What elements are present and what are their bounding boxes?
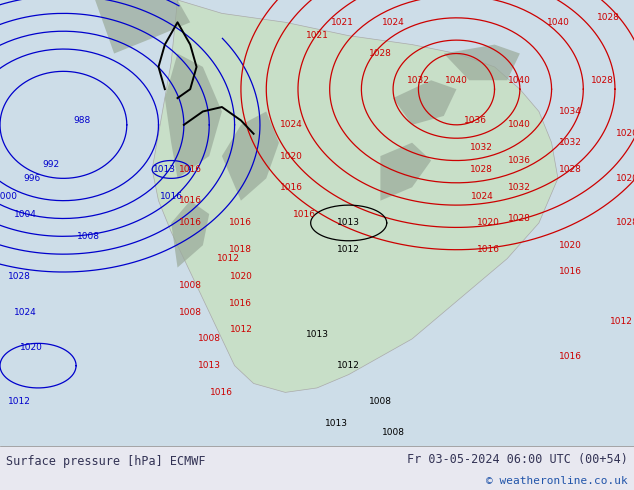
Text: 1040: 1040 — [508, 121, 531, 129]
Polygon shape — [165, 53, 222, 178]
Text: 1013: 1013 — [325, 419, 347, 428]
Polygon shape — [380, 143, 431, 201]
Text: 1020: 1020 — [20, 343, 43, 352]
Text: 1016: 1016 — [230, 299, 252, 308]
Polygon shape — [95, 0, 190, 53]
Text: 1028: 1028 — [591, 76, 614, 85]
Text: 1016: 1016 — [559, 268, 582, 276]
Text: 1013: 1013 — [198, 361, 221, 370]
Text: 1024: 1024 — [382, 18, 404, 27]
Polygon shape — [171, 201, 209, 268]
Text: 1040: 1040 — [508, 76, 531, 85]
Text: 1040: 1040 — [547, 18, 569, 27]
Text: 1024: 1024 — [470, 192, 493, 201]
Text: 1004: 1004 — [14, 210, 37, 219]
Text: 1020: 1020 — [230, 272, 252, 281]
Text: 1020: 1020 — [559, 241, 582, 250]
Text: 1016: 1016 — [179, 165, 202, 174]
Text: 1032: 1032 — [559, 138, 582, 147]
Text: 1028: 1028 — [508, 214, 531, 223]
Text: 992: 992 — [42, 161, 60, 170]
Text: © weatheronline.co.uk: © weatheronline.co.uk — [486, 476, 628, 486]
Text: 1028: 1028 — [8, 272, 30, 281]
Text: 1012: 1012 — [230, 325, 252, 335]
Text: 1008: 1008 — [179, 308, 202, 317]
Text: 1008: 1008 — [198, 334, 221, 343]
Text: 1032: 1032 — [470, 143, 493, 151]
Text: 1036: 1036 — [464, 116, 487, 125]
Polygon shape — [152, 0, 558, 392]
Text: 1016: 1016 — [293, 210, 316, 219]
Text: 1016: 1016 — [559, 352, 582, 361]
Text: 1012: 1012 — [337, 361, 360, 370]
Text: 1016: 1016 — [179, 219, 202, 227]
Text: 1012: 1012 — [217, 254, 240, 263]
Text: Surface pressure [hPa] ECMWF: Surface pressure [hPa] ECMWF — [6, 455, 206, 468]
Text: 1028: 1028 — [559, 165, 582, 174]
Text: 1012: 1012 — [337, 245, 360, 254]
Text: 988: 988 — [74, 116, 91, 125]
Text: 1008: 1008 — [77, 232, 100, 241]
Text: 1032: 1032 — [508, 183, 531, 192]
Text: 1008: 1008 — [369, 397, 392, 406]
Text: 1028: 1028 — [369, 49, 392, 58]
Text: 1021: 1021 — [306, 31, 328, 40]
Text: 1028: 1028 — [597, 13, 620, 23]
Text: 1020: 1020 — [616, 174, 634, 183]
Polygon shape — [444, 45, 520, 80]
Text: 1016: 1016 — [160, 192, 183, 201]
Text: 1040: 1040 — [445, 76, 468, 85]
Text: 1028: 1028 — [616, 219, 634, 227]
Text: 1034: 1034 — [559, 107, 582, 116]
Text: 1000: 1000 — [0, 192, 18, 201]
Text: 1021: 1021 — [331, 18, 354, 27]
Text: 1018: 1018 — [230, 245, 252, 254]
Text: 1008: 1008 — [382, 428, 404, 437]
Text: 1032: 1032 — [407, 76, 430, 85]
Text: 1016: 1016 — [210, 388, 233, 397]
Polygon shape — [393, 80, 456, 125]
Text: 1013: 1013 — [153, 165, 176, 174]
Text: 1013: 1013 — [306, 330, 328, 339]
Polygon shape — [222, 112, 279, 201]
Text: 1016: 1016 — [280, 183, 303, 192]
Text: 1008: 1008 — [179, 281, 202, 290]
Text: 1020: 1020 — [477, 219, 500, 227]
Text: 1016: 1016 — [179, 196, 202, 205]
Text: Fr 03-05-2024 06:00 UTC (00+54): Fr 03-05-2024 06:00 UTC (00+54) — [407, 453, 628, 466]
Text: 1012: 1012 — [610, 317, 633, 325]
Text: 996: 996 — [23, 174, 41, 183]
Text: 1020: 1020 — [280, 151, 303, 161]
Text: 1036: 1036 — [508, 156, 531, 165]
Text: 1020: 1020 — [616, 129, 634, 138]
Text: 1028: 1028 — [470, 165, 493, 174]
Text: 1016: 1016 — [230, 219, 252, 227]
Text: 1013: 1013 — [337, 219, 360, 227]
Text: 1024: 1024 — [280, 121, 303, 129]
Text: 1016: 1016 — [477, 245, 500, 254]
Text: 1012: 1012 — [8, 397, 30, 406]
Text: 1024: 1024 — [14, 308, 37, 317]
